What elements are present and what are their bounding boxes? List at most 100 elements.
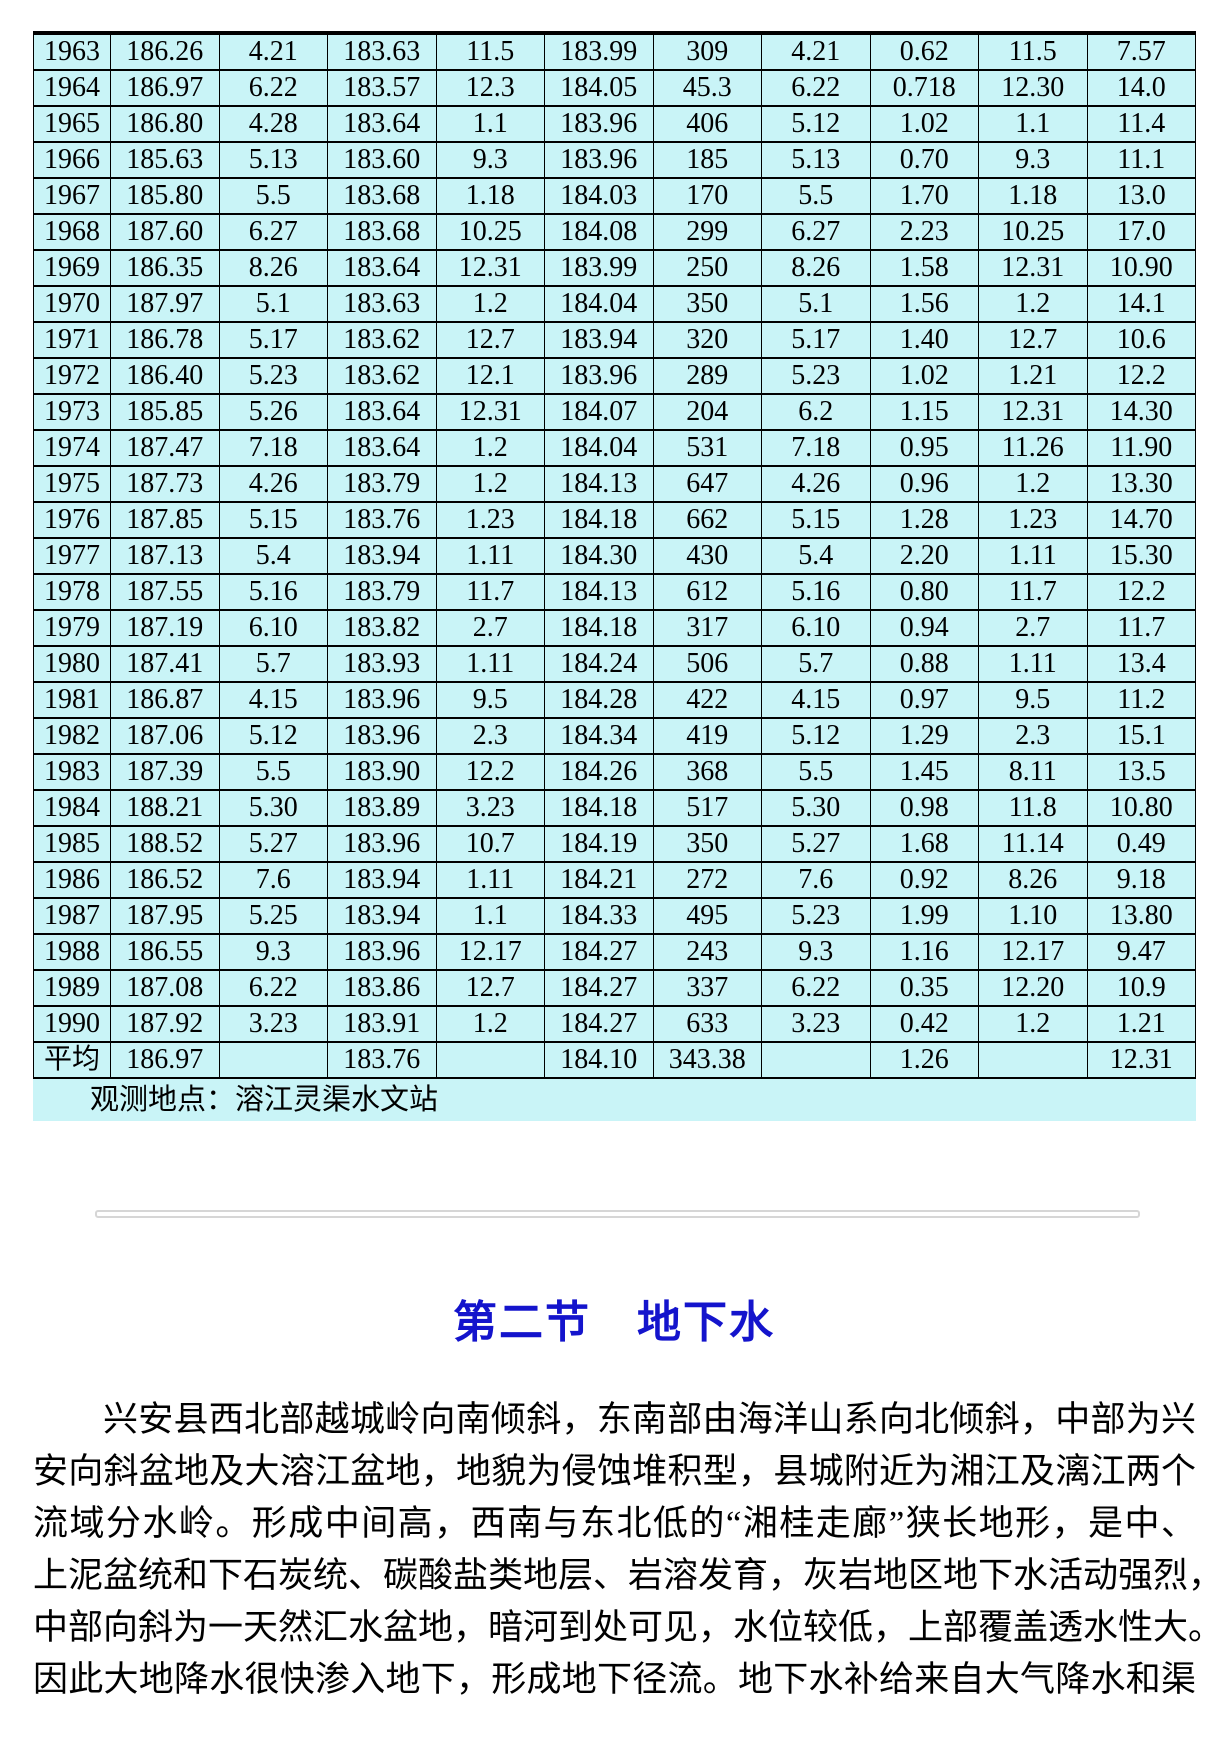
table-cell: 0.94 xyxy=(869,609,979,647)
table-cell: 430 xyxy=(652,537,762,575)
table-cell: 8.26 xyxy=(978,861,1088,899)
table-cell: 10.25 xyxy=(978,213,1088,251)
table-cell: 1.29 xyxy=(869,717,979,755)
section-paragraph: 兴安县西北部越城岭向南倾斜，东南部由海洋山系向北倾斜，中部为兴 安向斜盆地及大溶江… xyxy=(33,1394,1224,1706)
table-cell: 320 xyxy=(652,321,762,359)
table-cell: 188.21 xyxy=(110,789,220,827)
table-cell: 1.18 xyxy=(435,177,545,215)
table-cell: 187.85 xyxy=(110,501,220,539)
table-cell: 183.64 xyxy=(327,393,437,431)
table-cell: 7.6 xyxy=(761,861,871,899)
paragraph-line: 上泥盆统和下石炭统、碳酸盐类地层、岩溶发育，灰岩地区地下水活动强烈， xyxy=(33,1556,1224,1595)
table-cell: 1971 xyxy=(33,321,111,359)
table-cell: 184.27 xyxy=(544,969,654,1007)
table-cell: 633 xyxy=(652,1005,762,1043)
table-cell: 183.63 xyxy=(327,32,437,71)
table-cell: 1.21 xyxy=(978,357,1088,395)
table-cell: 11.7 xyxy=(1086,609,1196,647)
table-cell: 1.2 xyxy=(435,285,545,323)
table-cell: 187.55 xyxy=(110,573,220,611)
table-cell: 184.03 xyxy=(544,177,654,215)
table-cell: 4.21 xyxy=(218,32,328,71)
table-cell: 5.1 xyxy=(761,285,871,323)
table-cell: 14.30 xyxy=(1086,393,1196,431)
table-cell: 183.62 xyxy=(327,321,437,359)
table-cell: 185.85 xyxy=(110,393,220,431)
table-cell: 6.27 xyxy=(218,213,328,251)
paragraph-line: 中部向斜为一天然汇水盆地，暗河到处可见，水位较低，上部覆盖透水性大。 xyxy=(33,1608,1224,1647)
table-cell: 4.28 xyxy=(218,105,328,143)
table-cell: 184.04 xyxy=(544,429,654,467)
table-cell: 422 xyxy=(652,681,762,719)
table-cell: 1988 xyxy=(33,933,111,971)
table-cell: 183.76 xyxy=(327,1041,437,1079)
table-cell: 11.8 xyxy=(978,789,1088,827)
table-cell: 1975 xyxy=(33,465,111,503)
table-cell: 299 xyxy=(652,213,762,251)
table-cell: 12.20 xyxy=(978,969,1088,1007)
table-cell: 12.7 xyxy=(978,321,1088,359)
table-cell: 5.5 xyxy=(218,177,328,215)
table-row: 1978 187.55 5.16 183.79 11.7 184.13 612 5.16 0.8… xyxy=(33,573,1196,611)
table-cell: 2.20 xyxy=(869,537,979,575)
table-cell: 183.96 xyxy=(544,105,654,143)
table-cell: 183.79 xyxy=(327,573,437,611)
table-cell: 531 xyxy=(652,429,762,467)
table-cell: 5.7 xyxy=(761,645,871,683)
table-cell: 12.31 xyxy=(1086,1041,1196,1079)
table-cell: 9.5 xyxy=(978,681,1088,719)
table-cell: 1.2 xyxy=(435,1005,545,1043)
table-cell: 1981 xyxy=(33,681,111,719)
table-cell: 186.87 xyxy=(110,681,220,719)
table-cell: 1983 xyxy=(33,753,111,791)
table-row: 1974 187.47 7.18 183.64 1.2 184.04 531 7.18 0.95… xyxy=(33,429,1196,467)
table-cell: 337 xyxy=(652,969,762,1007)
table-cell: 9.18 xyxy=(1086,861,1196,899)
table-cell: 12.17 xyxy=(435,933,545,971)
table-cell: 12.7 xyxy=(435,969,545,1007)
table-cell: 14.0 xyxy=(1086,69,1196,107)
table-cell: 5.15 xyxy=(761,501,871,539)
table-cell: 13.30 xyxy=(1086,465,1196,503)
table-cell: 2.7 xyxy=(435,609,545,647)
table-cell: 2.3 xyxy=(435,717,545,755)
table-cell: 186.35 xyxy=(110,249,220,287)
table-row: 平均 186.97 183.76 184.10 343.38 1.26 12.31 xyxy=(33,1041,1196,1079)
table-cell: 0.92 xyxy=(869,861,979,899)
table-cell: 183.64 xyxy=(327,105,437,143)
table-cell: 1982 xyxy=(33,717,111,755)
table-cell: 1985 xyxy=(33,825,111,863)
table-cell: 186.40 xyxy=(110,357,220,395)
table-cell: 183.62 xyxy=(327,357,437,395)
table-row: 1969 186.35 8.26 183.64 12.31 183.99 250 8.26 1.… xyxy=(33,249,1196,287)
table-cell: 10.6 xyxy=(1086,321,1196,359)
table-cell: 5.23 xyxy=(761,897,871,935)
table-cell: 184.28 xyxy=(544,681,654,719)
table-cell: 5.12 xyxy=(218,717,328,755)
table-cell: 4.15 xyxy=(218,681,328,719)
table-cell: 184.26 xyxy=(544,753,654,791)
table-cell: 183.64 xyxy=(327,249,437,287)
table-cell: 186.78 xyxy=(110,321,220,359)
table-cell: 6.22 xyxy=(761,969,871,1007)
table-cell: 1.18 xyxy=(978,177,1088,215)
table-cell: 12.17 xyxy=(978,933,1088,971)
table-cell: 3.23 xyxy=(761,1005,871,1043)
table-cell: 1.11 xyxy=(435,537,545,575)
table-cell: 1.2 xyxy=(435,465,545,503)
table-cell: 183.94 xyxy=(544,321,654,359)
table-cell: 184.10 xyxy=(544,1041,654,1079)
table-cell: 186.97 xyxy=(110,69,220,107)
table-cell: 1.99 xyxy=(869,897,979,935)
table-row: 1987 187.95 5.25 183.94 1.1 184.33 495 5.23 1.99… xyxy=(33,897,1196,935)
table-row: 1985 188.52 5.27 183.96 10.7 184.19 350 5.27 1.6… xyxy=(33,825,1196,863)
table-cell: 1.1 xyxy=(978,105,1088,143)
table-cell: 185.80 xyxy=(110,177,220,215)
table-cell: 7.57 xyxy=(1086,32,1196,71)
table-cell: 5.27 xyxy=(761,825,871,863)
table-cell: 1.2 xyxy=(978,1005,1088,1043)
table-cell: 272 xyxy=(652,861,762,899)
table-cell: 1.68 xyxy=(869,825,979,863)
table-cell: 12.31 xyxy=(435,393,545,431)
